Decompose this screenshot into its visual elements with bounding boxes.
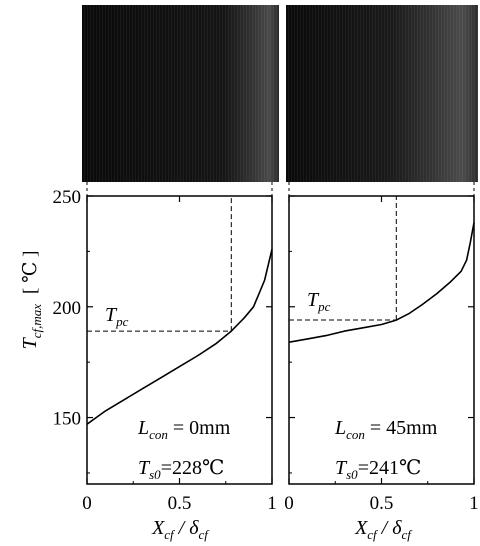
x-axis-title-left: Xcf / δcf bbox=[151, 517, 210, 542]
x-axis-slash: / δ bbox=[377, 517, 403, 539]
y-axis-symbol: T bbox=[19, 336, 41, 349]
plot-marks-left: 0 0.5 1 150 200 250 Tpc Lcon = 0mm Ts0=228℃ bbox=[53, 187, 277, 514]
x-axis-title-right: Xcf / δcf bbox=[354, 517, 413, 542]
x-tick-label: 0.5 bbox=[168, 493, 192, 514]
x-tick-label: 1 bbox=[267, 493, 277, 514]
x-axis-subscript: cf bbox=[367, 527, 379, 542]
x-tick-label: 0 bbox=[82, 493, 92, 514]
ts0-annotation: Ts0=228℃ bbox=[138, 457, 224, 482]
plot-marks-right: 0 0.5 1 Tpc Lcon = 45mm Ts0=241℃ bbox=[284, 195, 479, 514]
x-tick-label: 0 bbox=[284, 493, 294, 514]
series-line bbox=[288, 222, 475, 343]
x-tick-label: 1 bbox=[469, 493, 479, 514]
series-line bbox=[86, 249, 273, 425]
ts0-annotation: Ts0=241℃ bbox=[335, 457, 421, 482]
x-axis-symbol: X bbox=[354, 517, 368, 539]
y-axis-title: Tcf,max [ ℃ ] bbox=[19, 251, 44, 350]
lcon-annotation: Lcon = 45mm bbox=[334, 417, 438, 442]
y-axis-unit: [ ℃ ] bbox=[20, 251, 41, 294]
lcon-annotation: Lcon = 0mm bbox=[137, 417, 231, 442]
image-strip-right bbox=[286, 5, 478, 182]
plot-frame-right bbox=[288, 195, 475, 485]
tpc-label: Tpc bbox=[105, 304, 129, 329]
x-tick-label: 0.5 bbox=[370, 493, 394, 514]
tpc-label: Tpc bbox=[307, 289, 331, 314]
y-tick-label: 250 bbox=[53, 187, 82, 208]
x-axis-denominator-subscript: cf bbox=[199, 527, 211, 542]
y-axis-subscript: cf,max bbox=[29, 304, 44, 339]
x-axis-slash: / δ bbox=[174, 517, 200, 539]
image-strip-left bbox=[82, 5, 279, 182]
x-axis-denominator-subscript: cf bbox=[402, 527, 414, 542]
y-tick-label: 200 bbox=[53, 298, 82, 319]
plot-panel-left: 0 0.5 1 150 200 250 Tpc Lcon = 0mm Ts0=228℃ bbox=[53, 187, 277, 514]
x-axis-symbol: X bbox=[151, 517, 165, 539]
svg-text:Tcf,max[ ℃ ]: Tcf,max [ ℃ ] bbox=[19, 251, 44, 350]
x-axis-subscript: cf bbox=[164, 527, 176, 542]
y-tick-label: 150 bbox=[53, 409, 82, 430]
plot-frame-left bbox=[86, 195, 273, 485]
plot-panel-right: 0 0.5 1 Tpc Lcon = 45mm Ts0=241℃ bbox=[284, 195, 479, 514]
connector-lines bbox=[86, 182, 475, 196]
